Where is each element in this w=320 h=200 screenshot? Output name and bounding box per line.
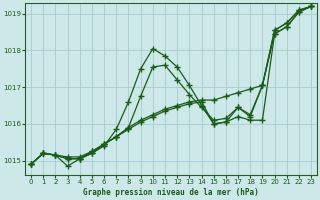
X-axis label: Graphe pression niveau de la mer (hPa): Graphe pression niveau de la mer (hPa) <box>83 188 259 197</box>
